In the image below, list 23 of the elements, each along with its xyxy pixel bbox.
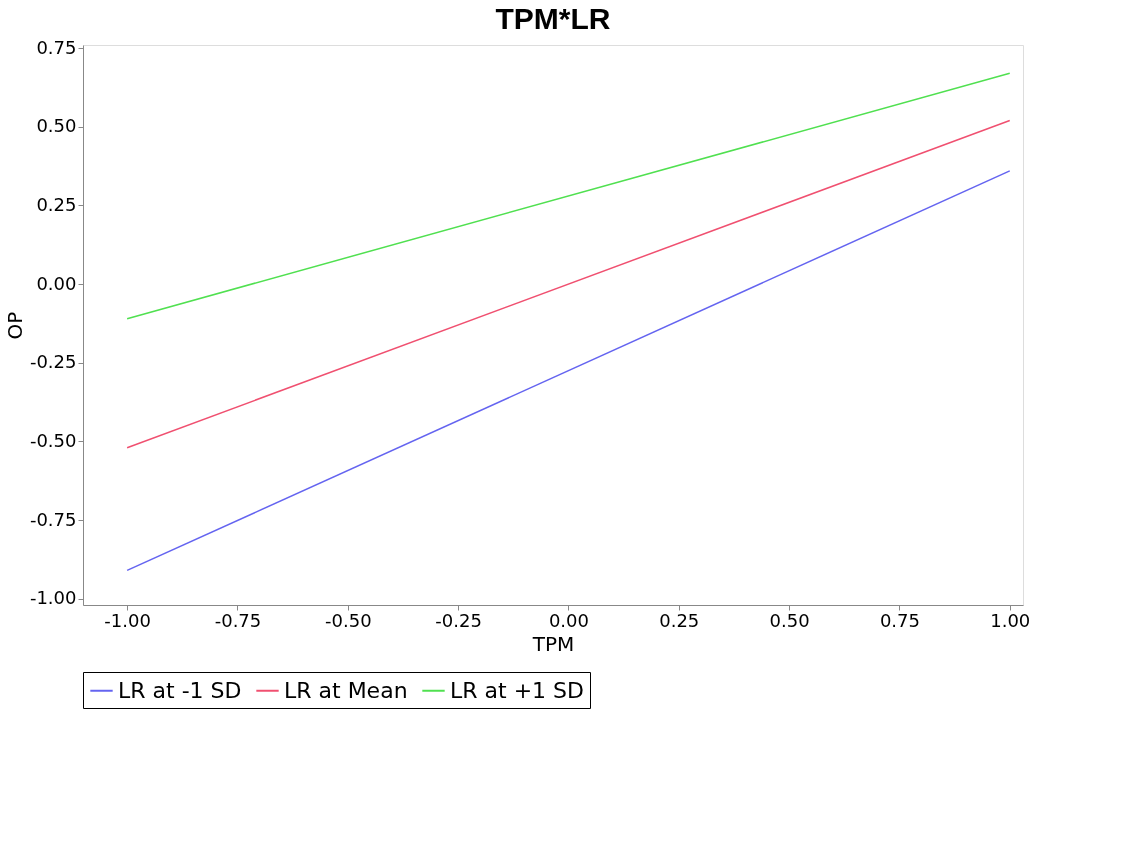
y-tick-label: -1.00 [29,587,77,609]
x-tick-label: 0.00 [548,609,589,631]
y-axis-title: OP [2,311,27,340]
y-tick-label: 0.00 [36,272,77,294]
chart-title: TPM*LR [495,2,611,36]
x-tick-label: -0.50 [325,609,372,631]
y-tick-label: 0.25 [36,193,77,215]
legend-label: LR at -1 SD [118,677,242,703]
x-tick-label: -0.25 [435,609,482,631]
x-tick-label: 1.00 [990,609,1031,631]
y-tick-label: -0.75 [29,508,77,530]
x-axis-title: TPM [531,631,575,656]
y-tick-label: 0.75 [36,36,77,58]
legend-label: LR at Mean [284,677,408,703]
x-tick-label: -0.75 [214,609,262,631]
x-tick-label: 0.50 [769,609,810,631]
y-tick-label: -0.50 [29,429,77,451]
x-tick-label: -1.00 [104,609,151,631]
legend-label: LR at +1 SD [450,677,584,703]
x-tick-label: 0.75 [879,609,920,631]
y-tick-label: 0.50 [36,115,77,137]
x-tick-label: 0.25 [659,609,700,631]
y-tick-label: -0.25 [29,351,77,373]
